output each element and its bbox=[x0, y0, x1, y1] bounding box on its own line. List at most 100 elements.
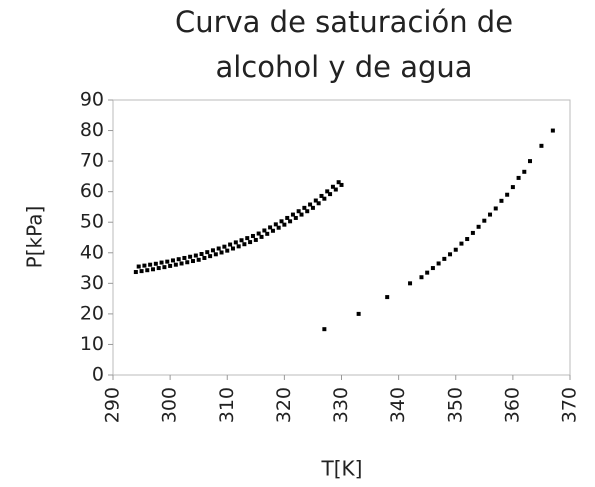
point bbox=[168, 263, 173, 268]
point bbox=[325, 189, 330, 194]
point bbox=[385, 295, 390, 300]
point bbox=[313, 198, 318, 203]
point bbox=[476, 224, 481, 229]
point bbox=[219, 250, 224, 255]
x-tick-label: 300 bbox=[159, 387, 181, 423]
point bbox=[242, 242, 247, 247]
point bbox=[196, 257, 201, 262]
x-tick-label: 290 bbox=[102, 387, 124, 423]
point bbox=[133, 270, 138, 275]
y-axis-label: P[kPa] bbox=[23, 206, 47, 269]
point bbox=[505, 192, 510, 197]
x-tick-label: 340 bbox=[387, 387, 409, 423]
point bbox=[262, 228, 267, 233]
point bbox=[136, 264, 141, 269]
point bbox=[256, 231, 261, 236]
point bbox=[173, 262, 178, 267]
y-tick-label: 70 bbox=[80, 150, 104, 172]
x-tick-label: 320 bbox=[273, 387, 295, 423]
point bbox=[185, 260, 190, 265]
point bbox=[430, 266, 435, 271]
point bbox=[142, 263, 147, 268]
point bbox=[193, 253, 198, 258]
point bbox=[165, 259, 170, 264]
point bbox=[470, 230, 475, 235]
point bbox=[285, 215, 290, 220]
x-tick-label: 360 bbox=[501, 387, 523, 423]
point bbox=[156, 266, 161, 271]
point bbox=[493, 206, 498, 211]
point bbox=[459, 241, 464, 246]
y-tick-label: 50 bbox=[80, 211, 104, 233]
point bbox=[528, 159, 533, 164]
x-tick-label: 310 bbox=[216, 387, 238, 423]
point bbox=[442, 256, 447, 261]
point bbox=[145, 268, 150, 273]
point bbox=[425, 270, 430, 275]
point bbox=[448, 252, 453, 257]
y-tick-label: 40 bbox=[80, 241, 104, 263]
point bbox=[293, 215, 298, 220]
point bbox=[282, 222, 287, 227]
y-tick-label: 10 bbox=[80, 333, 104, 355]
point bbox=[213, 252, 218, 257]
point bbox=[239, 238, 244, 243]
point bbox=[319, 193, 324, 198]
point bbox=[522, 169, 527, 174]
y-tick-label: 60 bbox=[80, 180, 104, 202]
chart-title: alcohol y de agua bbox=[215, 50, 472, 84]
point bbox=[510, 185, 515, 190]
y-tick-label: 30 bbox=[80, 272, 104, 294]
point bbox=[305, 209, 310, 214]
point bbox=[139, 269, 144, 274]
point bbox=[328, 192, 333, 197]
point bbox=[153, 261, 158, 266]
y-tick-label: 0 bbox=[92, 364, 104, 386]
point bbox=[225, 248, 230, 253]
point bbox=[336, 180, 341, 185]
point bbox=[539, 143, 544, 148]
point bbox=[499, 198, 504, 203]
point bbox=[279, 219, 284, 224]
point bbox=[288, 219, 293, 224]
point bbox=[236, 244, 241, 249]
point bbox=[302, 205, 307, 210]
point bbox=[190, 259, 195, 264]
point bbox=[222, 244, 227, 249]
x-tick-label: 330 bbox=[330, 387, 352, 423]
y-tick-label: 90 bbox=[80, 89, 104, 111]
point bbox=[316, 201, 321, 206]
point bbox=[250, 233, 255, 238]
point bbox=[228, 242, 233, 247]
point bbox=[233, 240, 238, 245]
point bbox=[516, 175, 521, 180]
chart-title: Curva de saturación de bbox=[175, 5, 513, 39]
x-tick-label: 350 bbox=[444, 387, 466, 423]
point bbox=[245, 236, 250, 241]
plot-area bbox=[112, 99, 571, 376]
point bbox=[296, 209, 301, 214]
point bbox=[170, 258, 175, 263]
point bbox=[210, 248, 215, 253]
point bbox=[419, 275, 424, 280]
point bbox=[150, 267, 155, 272]
point bbox=[453, 247, 458, 252]
point bbox=[199, 252, 204, 256]
x-axis-label: T[K] bbox=[321, 457, 363, 481]
point bbox=[182, 255, 187, 260]
point bbox=[248, 240, 253, 245]
point bbox=[205, 250, 210, 255]
point bbox=[408, 281, 413, 286]
point bbox=[465, 237, 470, 242]
y-tick-label: 80 bbox=[80, 119, 104, 141]
point bbox=[276, 225, 281, 230]
point bbox=[202, 255, 207, 260]
point bbox=[148, 262, 153, 267]
x-tick-label: 370 bbox=[559, 387, 581, 423]
point bbox=[339, 182, 344, 187]
point bbox=[253, 237, 258, 242]
point bbox=[299, 212, 304, 217]
point bbox=[290, 212, 295, 217]
point bbox=[356, 311, 361, 316]
